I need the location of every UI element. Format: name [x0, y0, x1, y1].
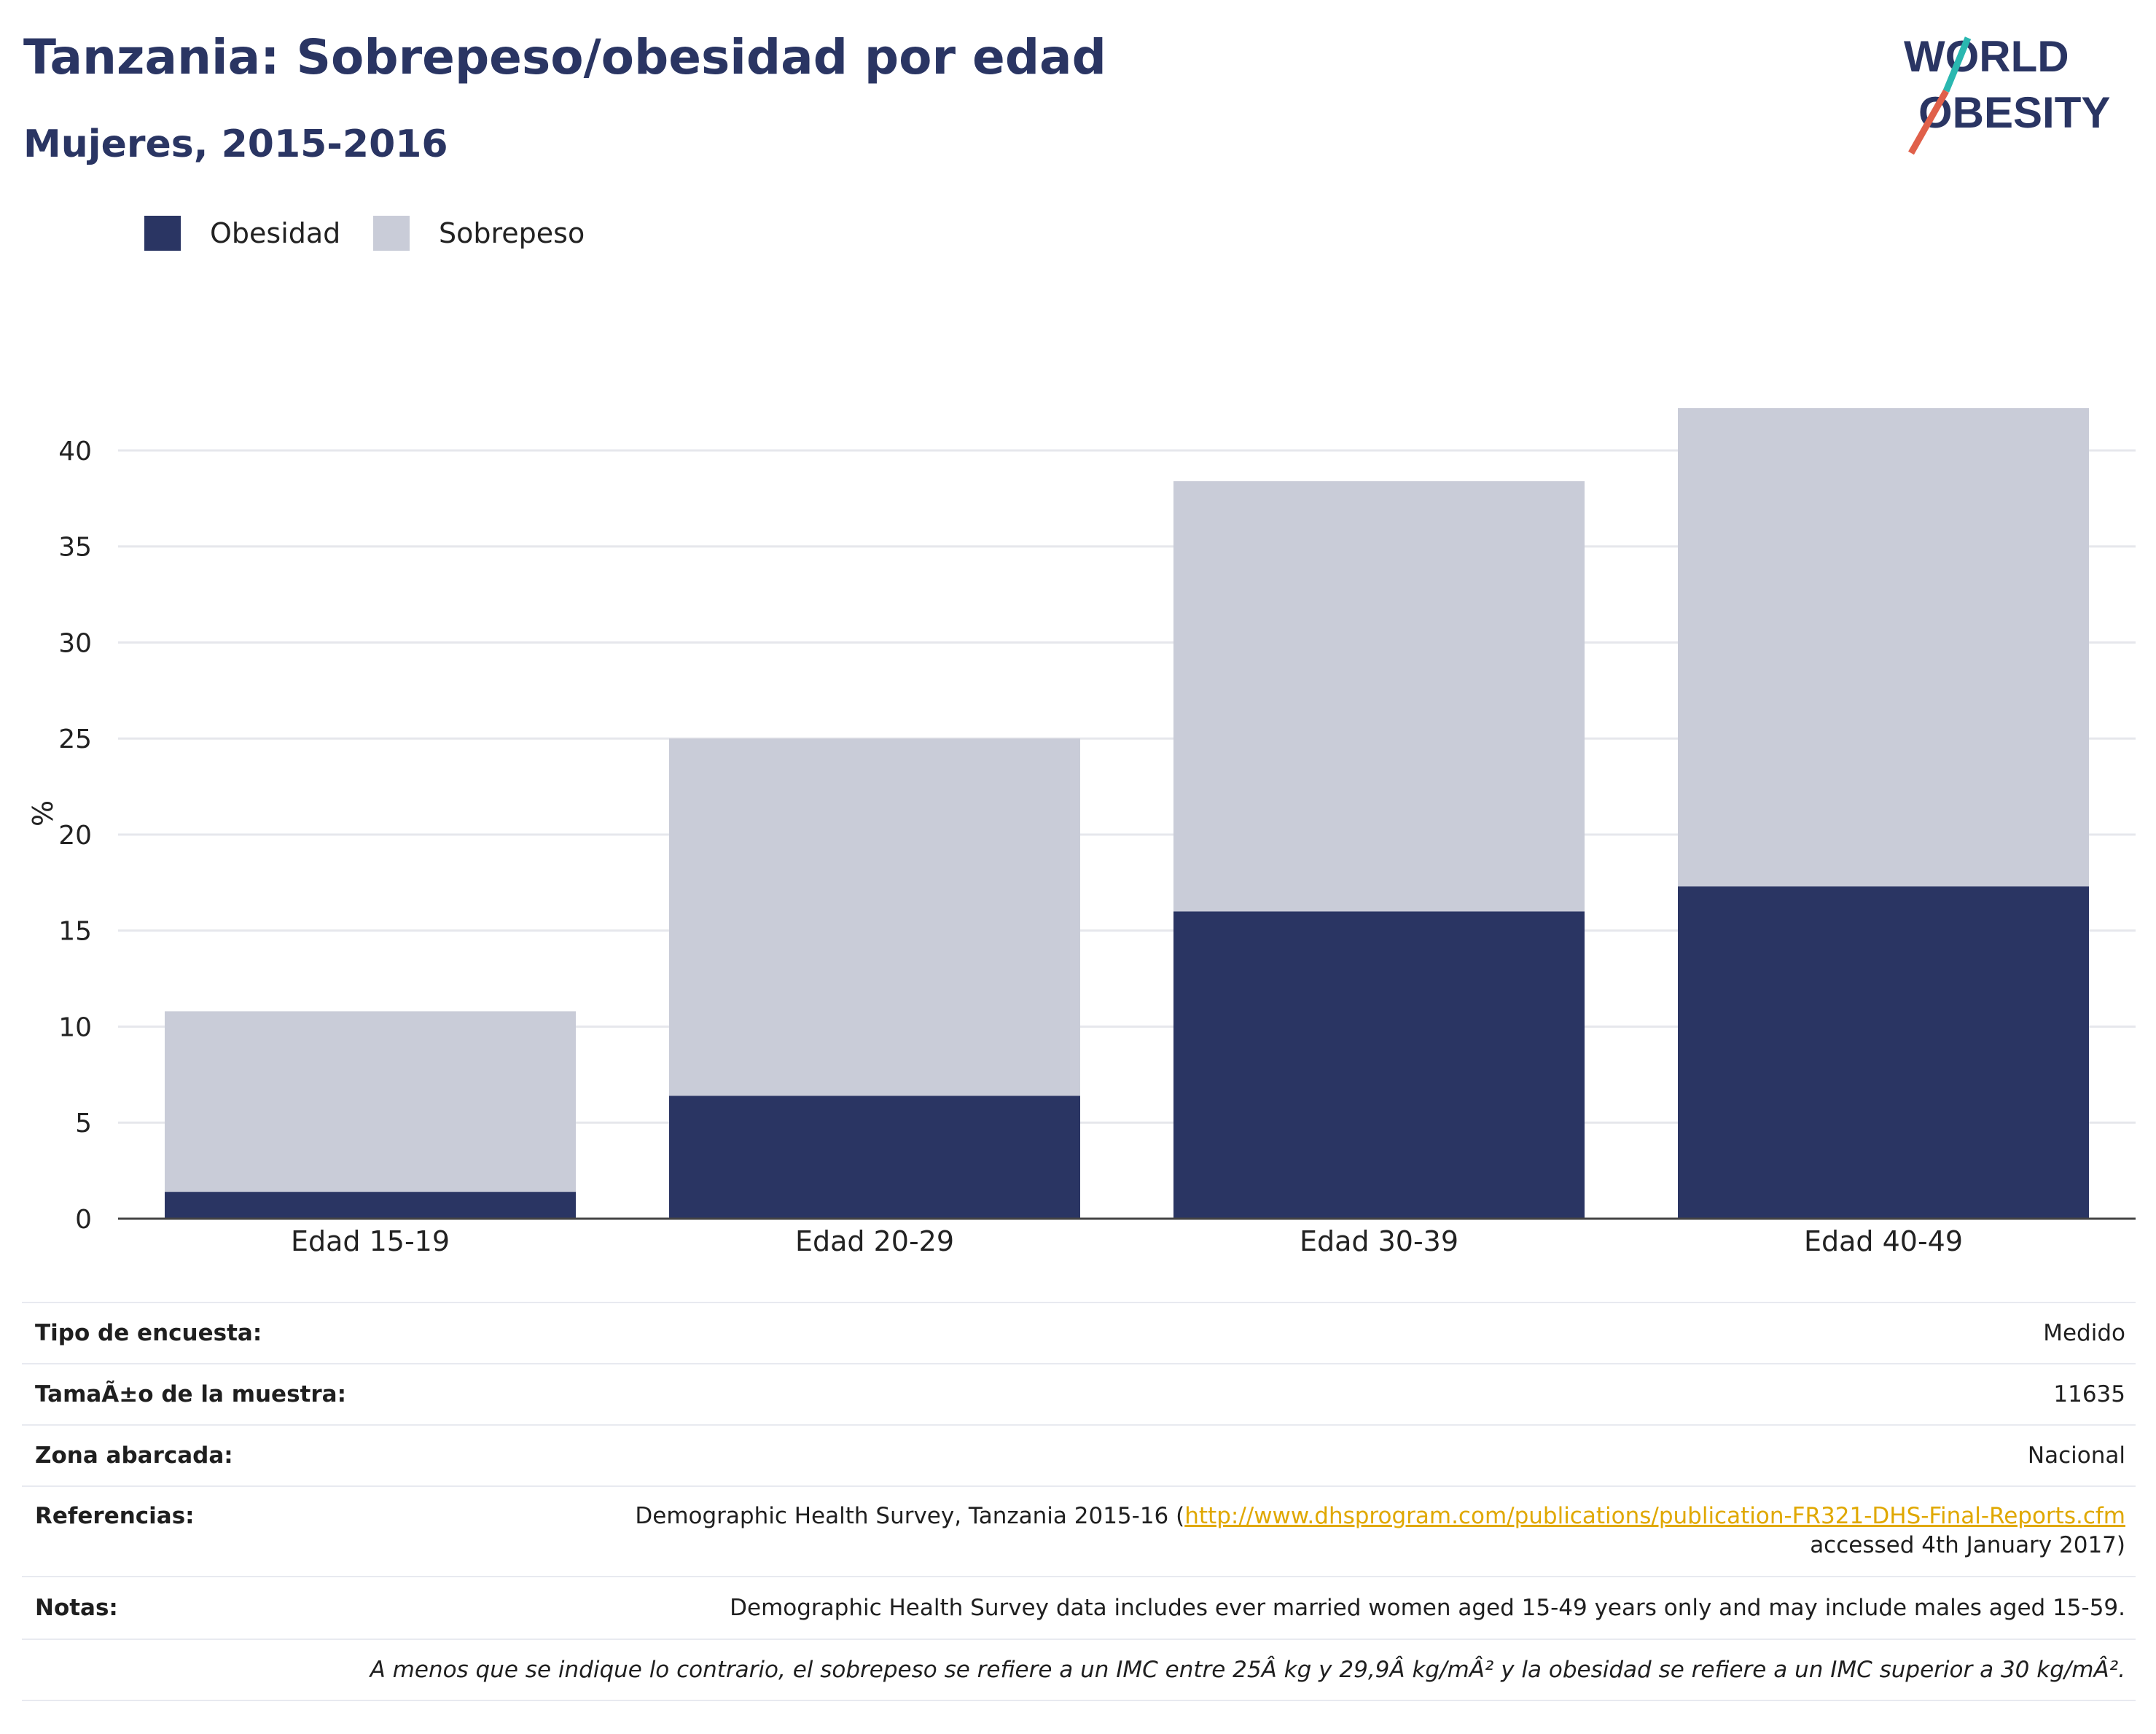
y-tick-label: 25 — [58, 725, 92, 754]
legend-label-obesidad: Obesidad — [210, 217, 341, 249]
y-tick-label: 0 — [75, 1205, 92, 1235]
bar-sobrepeso-4 — [1678, 408, 2089, 887]
x-tick-label: Edad 30-39 — [1300, 1225, 1458, 1257]
reference-link[interactable]: http://www.dhsprogram.com/publications/p… — [1184, 1503, 2125, 1529]
legend-swatch-sobrepeso — [373, 216, 410, 251]
world-obesity-logo: WORLD OBESITY — [1904, 36, 2110, 155]
svg-text:OBESITY: OBESITY — [1918, 88, 2110, 137]
bar-obesidad-3 — [1173, 911, 1585, 1219]
info-row-footnote: A menos que se indique lo contrario, el … — [22, 1639, 2136, 1701]
reference-accessed: accessed 4th January 2017) — [1810, 1532, 2125, 1558]
info-row-survey-type: Tipo de encuesta: Medido — [22, 1302, 2136, 1363]
info-value: Nacional — [2027, 1442, 2125, 1469]
definition-footnote: A menos que se indique lo contrario, el … — [370, 1657, 2125, 1683]
bar-obesidad-1 — [165, 1192, 576, 1219]
y-tick-label: 5 — [75, 1109, 92, 1139]
page-title: Tanzania: Sobrepeso/obesidad por edad — [23, 29, 1106, 85]
info-row-sample-size: TamaÃ±o de la muestra: 11635 — [22, 1363, 2136, 1424]
y-tick-label: 35 — [58, 533, 92, 563]
info-value: Demographic Health Survey, Tanzania 2015… — [22, 1501, 2136, 1560]
legend-swatch-obesidad — [144, 216, 181, 251]
y-tick-label: 15 — [58, 917, 92, 947]
bar-sobrepeso-1 — [165, 1011, 576, 1192]
info-key: TamaÃ±o de la muestra: — [35, 1381, 346, 1407]
info-key: Notas: — [35, 1595, 118, 1621]
reference-text: Demographic Health Survey, Tanzania 2015… — [635, 1503, 1185, 1529]
legend-label-sobrepeso: Sobrepeso — [439, 217, 585, 249]
x-tick-label: Edad 15-19 — [291, 1225, 450, 1257]
y-tick-label: 40 — [58, 437, 92, 466]
bar-chart: 0 5 10 15 20 25 30 35 40% Edad 15-19 Edad 20-29 Eda… — [27, 408, 2136, 1257]
legend-item-sobrepeso[interactable]: Sobrepeso — [373, 216, 585, 251]
x-tick-label: Edad 40-49 — [1804, 1225, 1963, 1257]
info-value: 11635 — [2053, 1381, 2125, 1407]
bar-obesidad-4 — [1678, 886, 2089, 1219]
y-tick-label: 30 — [58, 628, 92, 658]
info-row-references: Referencias: Demographic Health Survey, … — [22, 1485, 2136, 1576]
info-value: Demographic Health Survey data includes … — [730, 1595, 2125, 1621]
bar-sobrepeso-3 — [1173, 481, 1585, 912]
survey-info-table: Tipo de encuesta: Medido TamaÃ±o de la m… — [22, 1302, 2136, 1701]
y-tick-label: 20 — [58, 821, 92, 851]
page-subtitle: Mujeres, 2015-2016 — [23, 122, 448, 166]
x-tick-label: Edad 20-29 — [795, 1225, 954, 1257]
y-tick-label: 10 — [58, 1012, 92, 1042]
info-value: Medido — [2043, 1320, 2125, 1346]
svg-text:WORLD: WORLD — [1904, 36, 2069, 81]
info-row-notes: Notas: Demographic Health Survey data in… — [22, 1576, 2136, 1639]
info-row-coverage: Zona abarcada: Nacional — [22, 1424, 2136, 1485]
info-key: Referencias: — [35, 1503, 195, 1529]
info-key: Tipo de encuesta: — [35, 1320, 262, 1346]
bar-sobrepeso-2 — [669, 738, 1080, 1096]
bar-obesidad-2 — [669, 1096, 1080, 1219]
legend-item-obesidad[interactable]: Obesidad — [144, 216, 340, 251]
y-axis-label: % — [27, 800, 59, 827]
info-key: Zona abarcada: — [35, 1442, 233, 1469]
